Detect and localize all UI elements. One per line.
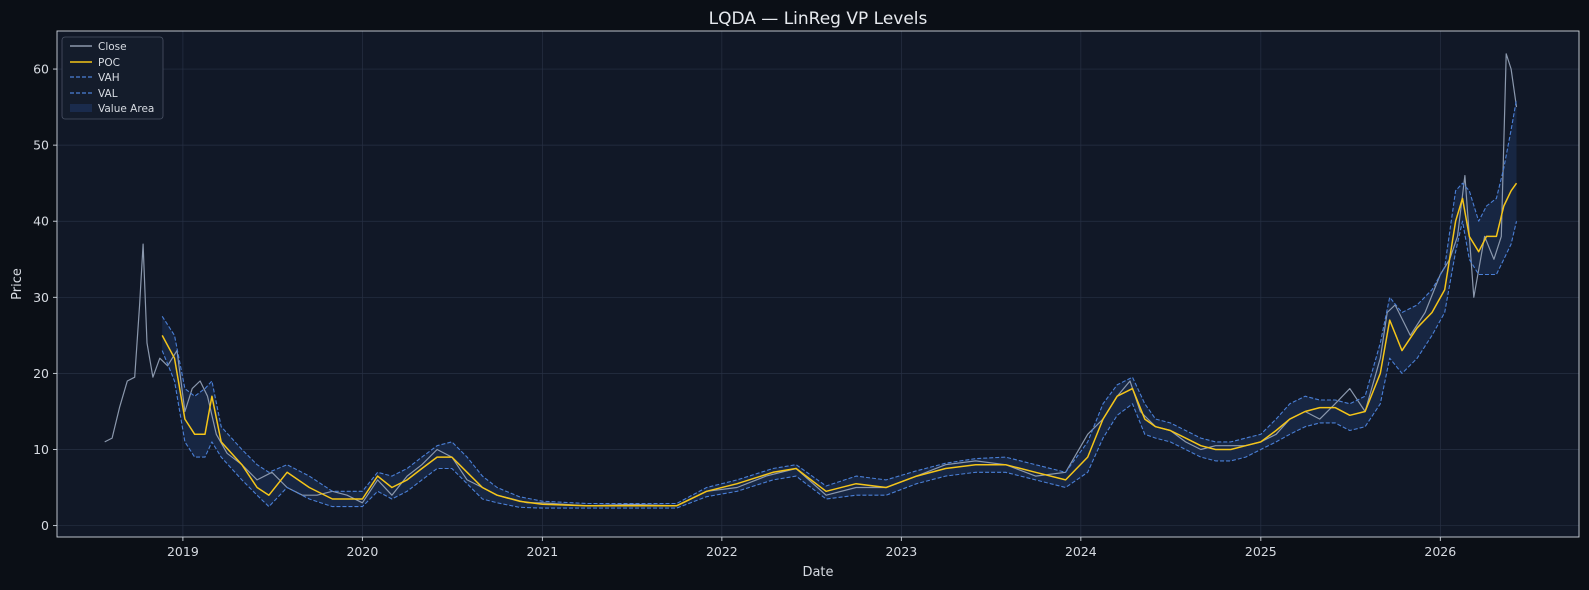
legend-swatch-value-area [70, 104, 92, 112]
series-layer [104, 53, 1518, 509]
legend-box [61, 36, 164, 120]
y-tick-label: 60 [33, 62, 49, 77]
y-tick-label: 30 [33, 290, 49, 305]
y-tick-label: 50 [33, 138, 49, 153]
y-tick-label: 20 [33, 366, 49, 381]
x-tick-label: 2022 [706, 544, 738, 559]
y-axis: 0 10 20 30 40 50 60 [33, 62, 57, 533]
x-tick-label: 2025 [1245, 544, 1277, 559]
y-axis-label: Price [10, 268, 25, 300]
chart-title: LQDA — LinReg VP Levels [709, 9, 928, 29]
y-tick-label: 0 [41, 518, 49, 533]
legend-label-val: VAL [98, 88, 118, 100]
plot-area [57, 31, 1579, 537]
legend: Close POC VAH VAL Value Area [61, 36, 164, 120]
x-tick-label: 2024 [1065, 544, 1097, 559]
legend-label-poc: POC [98, 57, 120, 69]
x-tick-label: 2020 [346, 544, 378, 559]
plot-frame [56, 30, 1580, 538]
y-tick-label: 40 [33, 214, 49, 229]
legend-label-close: Close [98, 41, 127, 53]
series-poc-line [161, 182, 1518, 507]
x-tick-label: 2021 [526, 544, 558, 559]
x-tick-label: 2026 [1424, 544, 1456, 559]
x-tick-label: 2023 [885, 544, 917, 559]
x-axis-label: Date [802, 565, 833, 580]
series-vah-line [161, 99, 1518, 505]
legend-label-vah: VAH [98, 72, 120, 84]
x-axis: 2019 2020 2021 2022 2023 2024 2025 2026 [167, 537, 1456, 559]
x-tick-label: 2019 [167, 544, 199, 559]
y-tick-label: 10 [33, 442, 49, 457]
legend-label-value-area: Value Area [98, 103, 154, 115]
